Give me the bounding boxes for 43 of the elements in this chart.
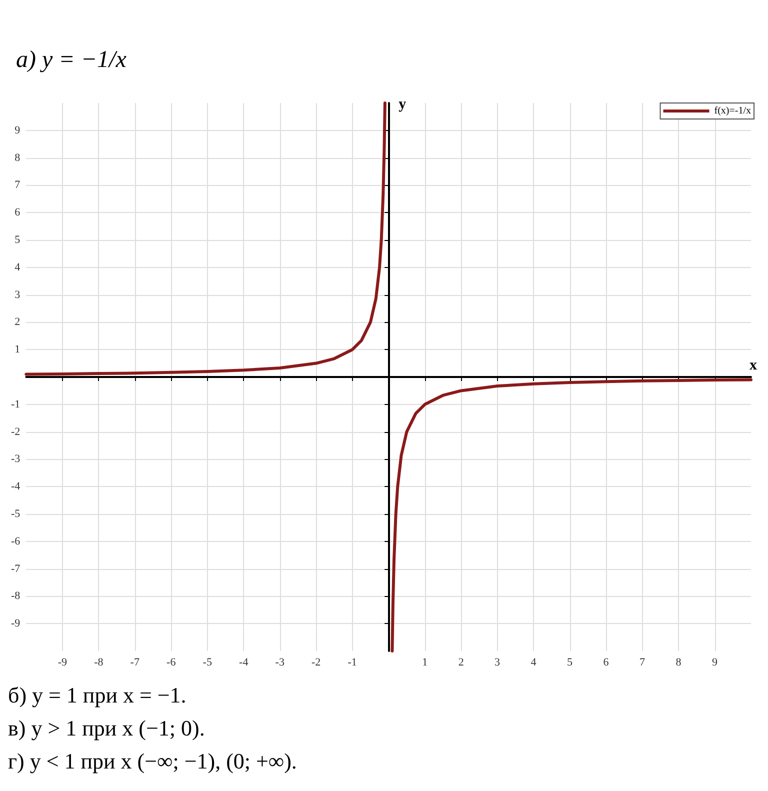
x-tick-label: 8: [676, 656, 682, 668]
chart-title: а) y = −1/x: [16, 47, 127, 73]
y-tick-label: 1: [14, 344, 20, 356]
x-tick-label: 9: [712, 656, 718, 668]
y-axis-title: y: [398, 96, 407, 112]
y-tick-label: -7: [10, 562, 21, 575]
y-tick-label: 3: [14, 288, 21, 301]
text: б) y = 1 при x = −1.: [8, 682, 186, 708]
x-tick-label: 3: [494, 656, 501, 668]
y-tick-label: -5: [10, 508, 21, 520]
y-tick-label: -9: [10, 618, 21, 630]
y-tick-label: -4: [10, 480, 21, 493]
x-tick-label: 2: [458, 656, 464, 668]
y-tick-label: 7: [14, 179, 21, 192]
x-tick-label: -2: [312, 656, 321, 668]
x-tick-label: -1: [348, 656, 357, 668]
x-tick-label: 7: [640, 656, 646, 668]
y-tick-label: 4: [14, 261, 21, 274]
x-tick-label: 4: [530, 656, 537, 668]
y-tick-label: 2: [14, 316, 20, 328]
text: в) y > 1 при x (−1; 0).: [8, 716, 205, 740]
legend-label: f(x)=-1/x: [714, 106, 752, 116]
y-tick-label: -6: [10, 535, 21, 548]
x-tick-label: -8: [94, 656, 104, 668]
x-tick-label: -3: [275, 656, 285, 668]
text: г) y < 1 при x (−∞; −1), (0; +∞).: [8, 748, 297, 774]
y-tick-label: 6: [14, 206, 21, 219]
x-tick-label: -9: [58, 656, 68, 668]
y-tick-label: -3: [10, 453, 21, 466]
y-tick-label: 9: [14, 124, 21, 136]
y-tick-label: 8: [14, 152, 21, 164]
x-tick-label: 5: [567, 656, 574, 668]
x-tick-label: 1: [422, 656, 428, 668]
x-tick-label: -7: [130, 656, 140, 668]
x-tick-label: -4: [239, 656, 249, 668]
y-tick-label: 5: [14, 234, 21, 246]
x-axis-title: x: [750, 358, 758, 374]
x-tick-label: 6: [603, 656, 610, 668]
y-tick-label: -8: [10, 590, 21, 602]
x-tick-label: -5: [202, 656, 212, 668]
y-tick-label: -1: [10, 398, 20, 410]
x-tick-label: -6: [166, 656, 176, 668]
y-tick-label: -2: [10, 426, 20, 438]
